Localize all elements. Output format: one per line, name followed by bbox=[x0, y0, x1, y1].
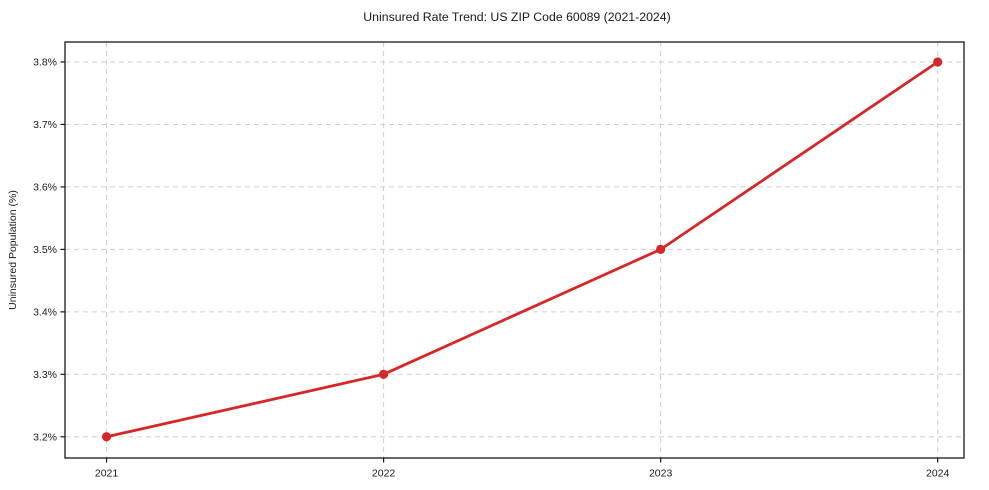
x-tick-label: 2022 bbox=[372, 468, 396, 480]
data-point-2022 bbox=[378, 369, 389, 379]
y-tick-label: 3.7% bbox=[33, 119, 57, 131]
y-axis-label: Uninsured Population (%) bbox=[7, 190, 19, 310]
plot-border bbox=[64, 41, 965, 459]
y-tick-label: 3.3% bbox=[33, 369, 57, 381]
plot-area: 3.2% 3.3% 3.4% 3.5% 3.6% 3.7% 3.8% 2021 2022 2023… bbox=[33, 41, 965, 480]
data-point-2023 bbox=[656, 244, 666, 254]
data-point-2024 bbox=[933, 57, 943, 67]
y-tick-label: 3.6% bbox=[33, 182, 57, 194]
y-tick-label: 3.5% bbox=[33, 244, 57, 256]
x-tick-label: 2024 bbox=[926, 468, 950, 480]
trend-line bbox=[105, 60, 940, 439]
chart-title: Uninsured Rate Trend: US ZIP Code 60089 … bbox=[363, 10, 670, 24]
data-point-2021 bbox=[101, 432, 112, 442]
x-tick-label: 2023 bbox=[649, 468, 673, 480]
y-tick-label: 3.8% bbox=[33, 57, 57, 69]
x-tick-label: 2021 bbox=[95, 468, 119, 480]
y-tick-label: 3.4% bbox=[33, 307, 57, 319]
y-tick-label: 3.2% bbox=[33, 431, 57, 443]
